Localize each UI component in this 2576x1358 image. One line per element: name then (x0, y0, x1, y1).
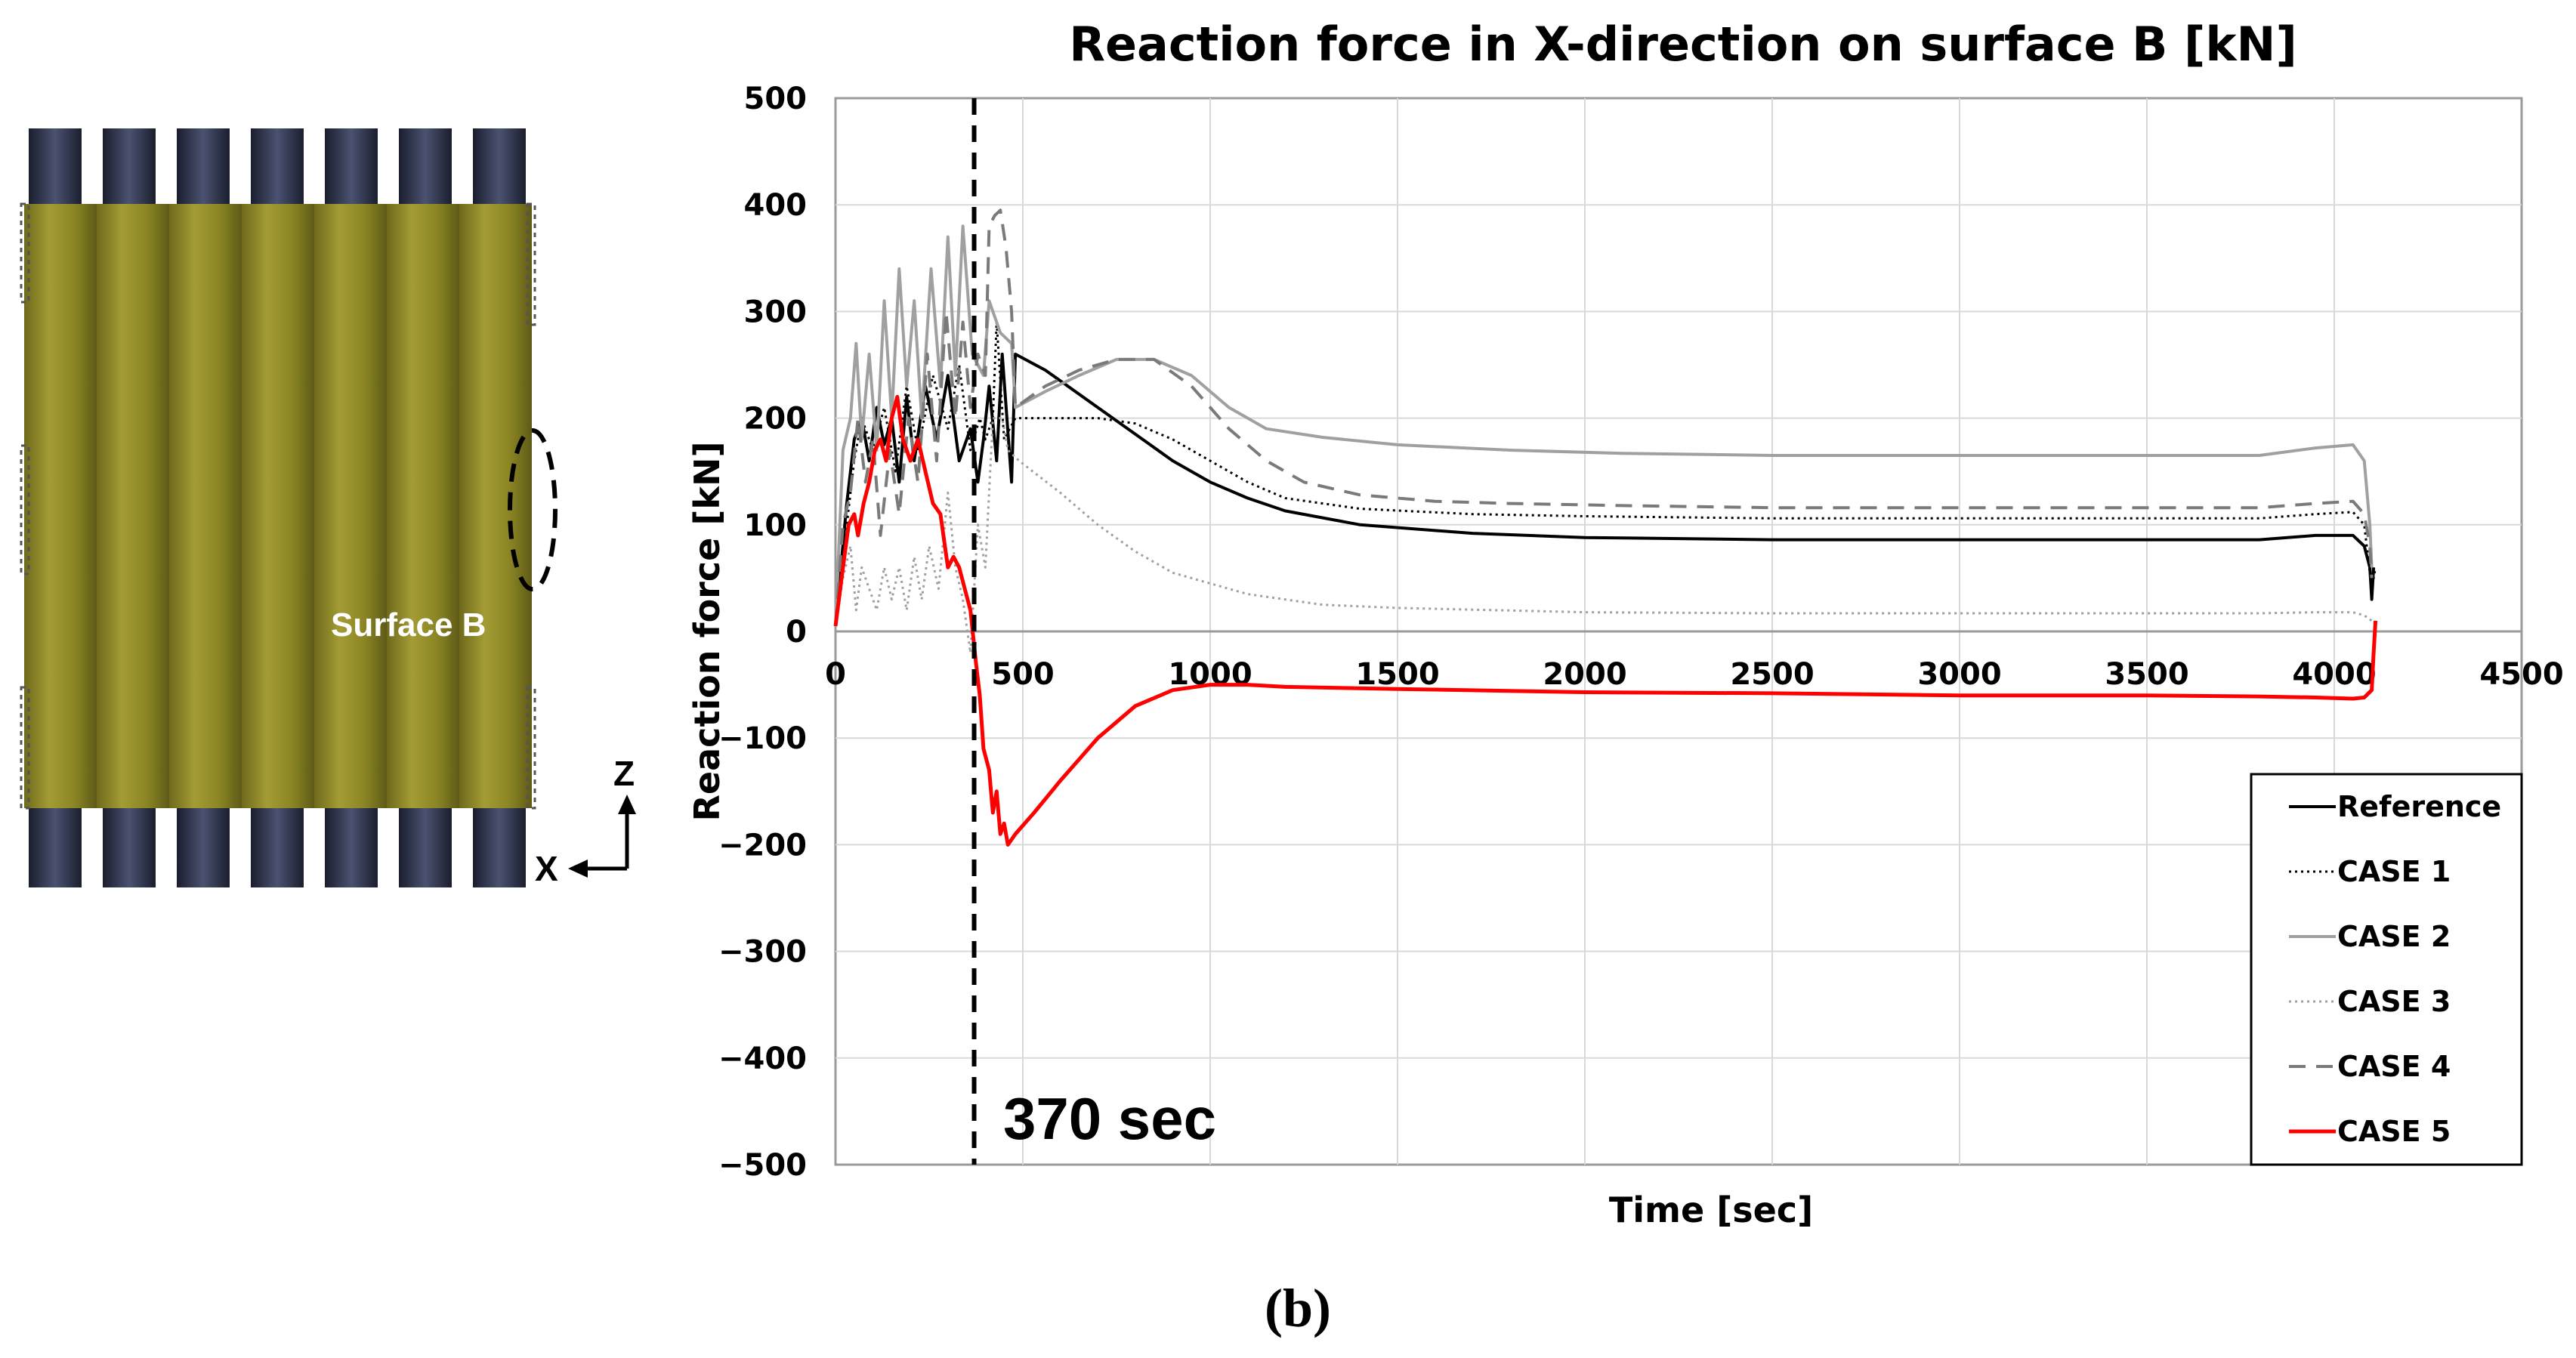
top-post-3 (177, 128, 230, 211)
series-line-case-5 (833, 394, 2378, 847)
legend-label: CASE 1 (2337, 855, 2451, 888)
bottom-post-5 (325, 801, 378, 887)
legend-label: CASE 5 (2337, 1115, 2451, 1148)
y-tick-label: 400 (744, 188, 808, 223)
x-tick-label: 4000 (2292, 657, 2376, 692)
y-tick-label: 0 (786, 615, 807, 650)
y-tick-label: 300 (744, 295, 808, 329)
x-axis-label: Time [sec] (1609, 1190, 1813, 1230)
x-tick-label: 1500 (1355, 657, 1439, 692)
plate-strip (24, 204, 97, 808)
chart-title: Reaction force in X-direction on surface… (1069, 17, 2297, 72)
legend-label: CASE 3 (2337, 985, 2451, 1018)
annotation-label: 370 sec (1003, 1085, 1216, 1152)
plate-edge-marks (20, 202, 536, 810)
legend: Reference CASE 1 CASE 2 CASE 3 CASE 4 CASE 5 (2250, 773, 2523, 1166)
bottom-posts (29, 801, 526, 887)
legend-label: CASE 4 (2337, 1050, 2451, 1083)
x-tick-label: 500 (991, 657, 1055, 692)
y-tick-label: −500 (718, 1148, 807, 1183)
y-tick-label: −400 (718, 1042, 807, 1076)
plate-strip (387, 204, 459, 808)
x-tick-label: 4500 (2479, 657, 2563, 692)
figure-caption: (b) (1265, 1278, 1331, 1338)
plate-strip (242, 204, 314, 808)
top-post-1 (29, 128, 82, 211)
legend-box (2250, 773, 2523, 1166)
bottom-post-3 (177, 801, 230, 887)
plate-strip (314, 204, 387, 808)
legend-label: CASE 2 (2337, 920, 2451, 953)
plate-strip (459, 204, 532, 808)
top-post-5 (325, 128, 378, 211)
y-tick-label: 200 (744, 402, 808, 437)
plate-strip (97, 204, 169, 808)
bottom-post-1 (29, 801, 82, 887)
bottom-post-6 (399, 801, 452, 887)
y-tick-label: 100 (744, 508, 808, 543)
surface-b-marker (508, 428, 558, 591)
x-tick-labels: 0 500 1000 1500 2000 2500 3000 3500 4000 4500 (825, 657, 2564, 692)
top-post-7 (473, 128, 526, 211)
x-tick-label: 2000 (1543, 657, 1626, 692)
bottom-post-2 (103, 801, 156, 887)
y-tick-label: −300 (718, 935, 807, 970)
series-line-case-3 (834, 417, 2373, 654)
top-posts (29, 128, 526, 211)
y-tick-label: −200 (718, 828, 807, 863)
reaction-force-chart: Reaction force in X-direction on surface… (687, 17, 2564, 1230)
top-post-6 (399, 128, 452, 211)
structure-diagram: Surface B Z X (20, 128, 636, 888)
axis-indicator: Z X (535, 754, 636, 888)
x-tick-label: 0 (825, 657, 846, 692)
top-post-2 (103, 128, 156, 211)
top-post-4 (251, 128, 304, 211)
series-line-case-1 (834, 321, 2377, 627)
y-tick-labels: 500 400 300 200 100 0 −100 −200 −300 −400 −500 (718, 82, 807, 1183)
bottom-post-7 (473, 801, 526, 887)
series-line-case-4 (834, 208, 2374, 627)
plate-strip (169, 204, 242, 808)
y-axis-label: Reaction force [kN] (687, 442, 727, 822)
z-arrow-icon (618, 795, 636, 814)
x-tick-label: 3500 (2105, 657, 2188, 692)
y-tick-label: −100 (718, 721, 807, 756)
series-lines (833, 208, 2378, 847)
yellow-plate (24, 204, 532, 808)
x-tick-label: 3000 (1917, 657, 2001, 692)
bottom-post-4 (251, 801, 304, 887)
x-tick-label: 2500 (1730, 657, 1814, 692)
surface-label: Surface B (331, 606, 486, 644)
axis-z-label: Z (613, 754, 635, 793)
legend-label: Reference (2337, 790, 2501, 823)
axis-x-label: X (535, 849, 558, 888)
x-arrow-icon (568, 860, 588, 878)
y-tick-label: 500 (744, 82, 808, 116)
series-line-case-2 (834, 224, 2374, 626)
